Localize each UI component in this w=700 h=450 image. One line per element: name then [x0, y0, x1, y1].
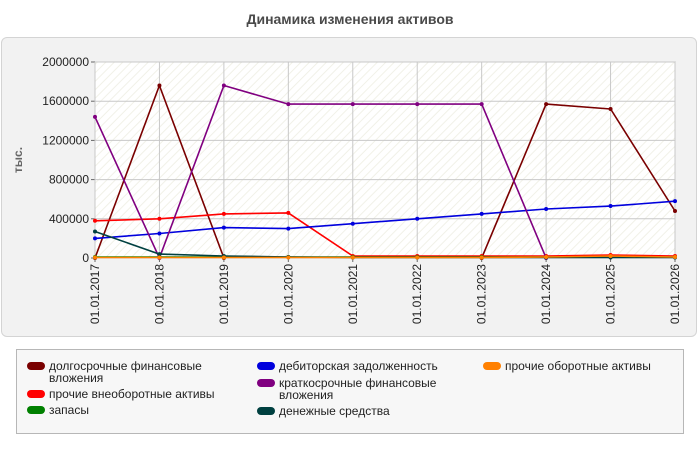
data-point [479, 211, 484, 216]
data-point [608, 204, 613, 209]
legend-label: прочие внеоборотные активы [49, 387, 215, 401]
data-point [221, 255, 226, 260]
legend-item[interactable]: прочие оборотные активы [483, 360, 681, 372]
data-point [350, 102, 355, 107]
data-point [479, 255, 484, 260]
data-point [157, 252, 162, 257]
y-tick-label: 400000 [49, 212, 89, 226]
data-point [673, 255, 677, 260]
plot-area [94, 61, 676, 259]
legend-swatch [483, 362, 501, 370]
data-point [286, 255, 291, 260]
data-point [286, 226, 291, 231]
legend-item[interactable]: прочие внеоборотные активы [27, 388, 242, 400]
x-tick-label: 01.01.2026 [668, 264, 682, 324]
data-point [93, 218, 97, 223]
data-point [673, 208, 677, 213]
data-point [221, 225, 226, 230]
data-point [93, 229, 97, 234]
data-point [157, 216, 162, 221]
data-point [93, 236, 97, 241]
series-line [95, 255, 676, 259]
data-point [544, 207, 549, 211]
legend-swatch [257, 379, 275, 387]
data-point [415, 216, 420, 221]
legend-swatch [27, 406, 45, 414]
data-point [221, 211, 226, 216]
data-point [673, 199, 677, 204]
y-axis-title: тыс. [11, 147, 25, 173]
data-point [286, 102, 291, 107]
legend-label: запасы [49, 403, 89, 417]
legend-item[interactable]: краткосрочные финансовые вложения [257, 377, 467, 401]
legend-label: прочие оборотные активы [505, 359, 651, 373]
x-tick-label: 01.01.2017 [88, 264, 102, 324]
data-point [415, 102, 420, 107]
data-point [608, 254, 613, 259]
legend-item[interactable]: денежные средства [257, 405, 467, 417]
legend-label: денежные средства [279, 404, 390, 418]
data-point [415, 255, 420, 260]
chart-title: Динамика изменения активов [246, 11, 454, 27]
line-chart: 0 400000 800000 1200000 1600000 2000000 01.01.… [11, 55, 682, 324]
legend-swatch [27, 390, 45, 398]
data-point [93, 114, 97, 119]
data-point [157, 255, 162, 260]
data-point [350, 255, 355, 260]
series-line [94, 212, 676, 257]
data-point [221, 83, 226, 88]
legend-label: краткосрочные финансовые вложения [279, 376, 437, 402]
x-tick-label: 01.01.2018 [152, 264, 166, 324]
x-tick-label: 01.01.2020 [281, 264, 295, 324]
chart-legend: долгосрочные финансовые вложения прочие … [16, 349, 684, 434]
series-line [94, 200, 676, 240]
y-tick-label: 800000 [49, 173, 89, 187]
legend-label: дебиторская задолженность [279, 359, 438, 373]
series-line [94, 84, 547, 259]
data-point [479, 102, 484, 107]
y-tick-label: 2000000 [42, 55, 89, 69]
data-point [286, 210, 291, 215]
legend-item[interactable]: дебиторская задолженность [257, 360, 467, 372]
data-point [544, 102, 549, 107]
x-tick-label: 01.01.2023 [475, 264, 489, 324]
data-point [544, 255, 549, 260]
data-point [157, 231, 162, 236]
data-point [350, 221, 355, 226]
x-tick-label: 01.01.2021 [346, 264, 360, 324]
legend-item[interactable]: запасы [27, 404, 242, 416]
y-tick-label: 0 [82, 251, 89, 265]
y-tick-label: 1200000 [42, 133, 89, 147]
legend-item[interactable]: долгосрочные финансовые вложения [27, 360, 242, 384]
legend-label: долгосрочные финансовые вложения [49, 359, 202, 385]
y-tick-label: 1600000 [42, 94, 89, 108]
legend-swatch [257, 407, 275, 415]
x-tick-label: 01.01.2019 [217, 264, 231, 324]
data-point [157, 83, 162, 88]
x-tick-label: 01.01.2022 [410, 264, 424, 324]
data-point [93, 255, 97, 260]
x-tick-label: 01.01.2025 [604, 264, 618, 324]
legend-swatch [257, 362, 275, 370]
chart-panel: 0 400000 800000 1200000 1600000 2000000 01.01.… [1, 37, 697, 337]
data-point [608, 107, 613, 112]
x-tick-label: 01.01.2024 [539, 264, 553, 324]
legend-swatch [27, 362, 45, 370]
